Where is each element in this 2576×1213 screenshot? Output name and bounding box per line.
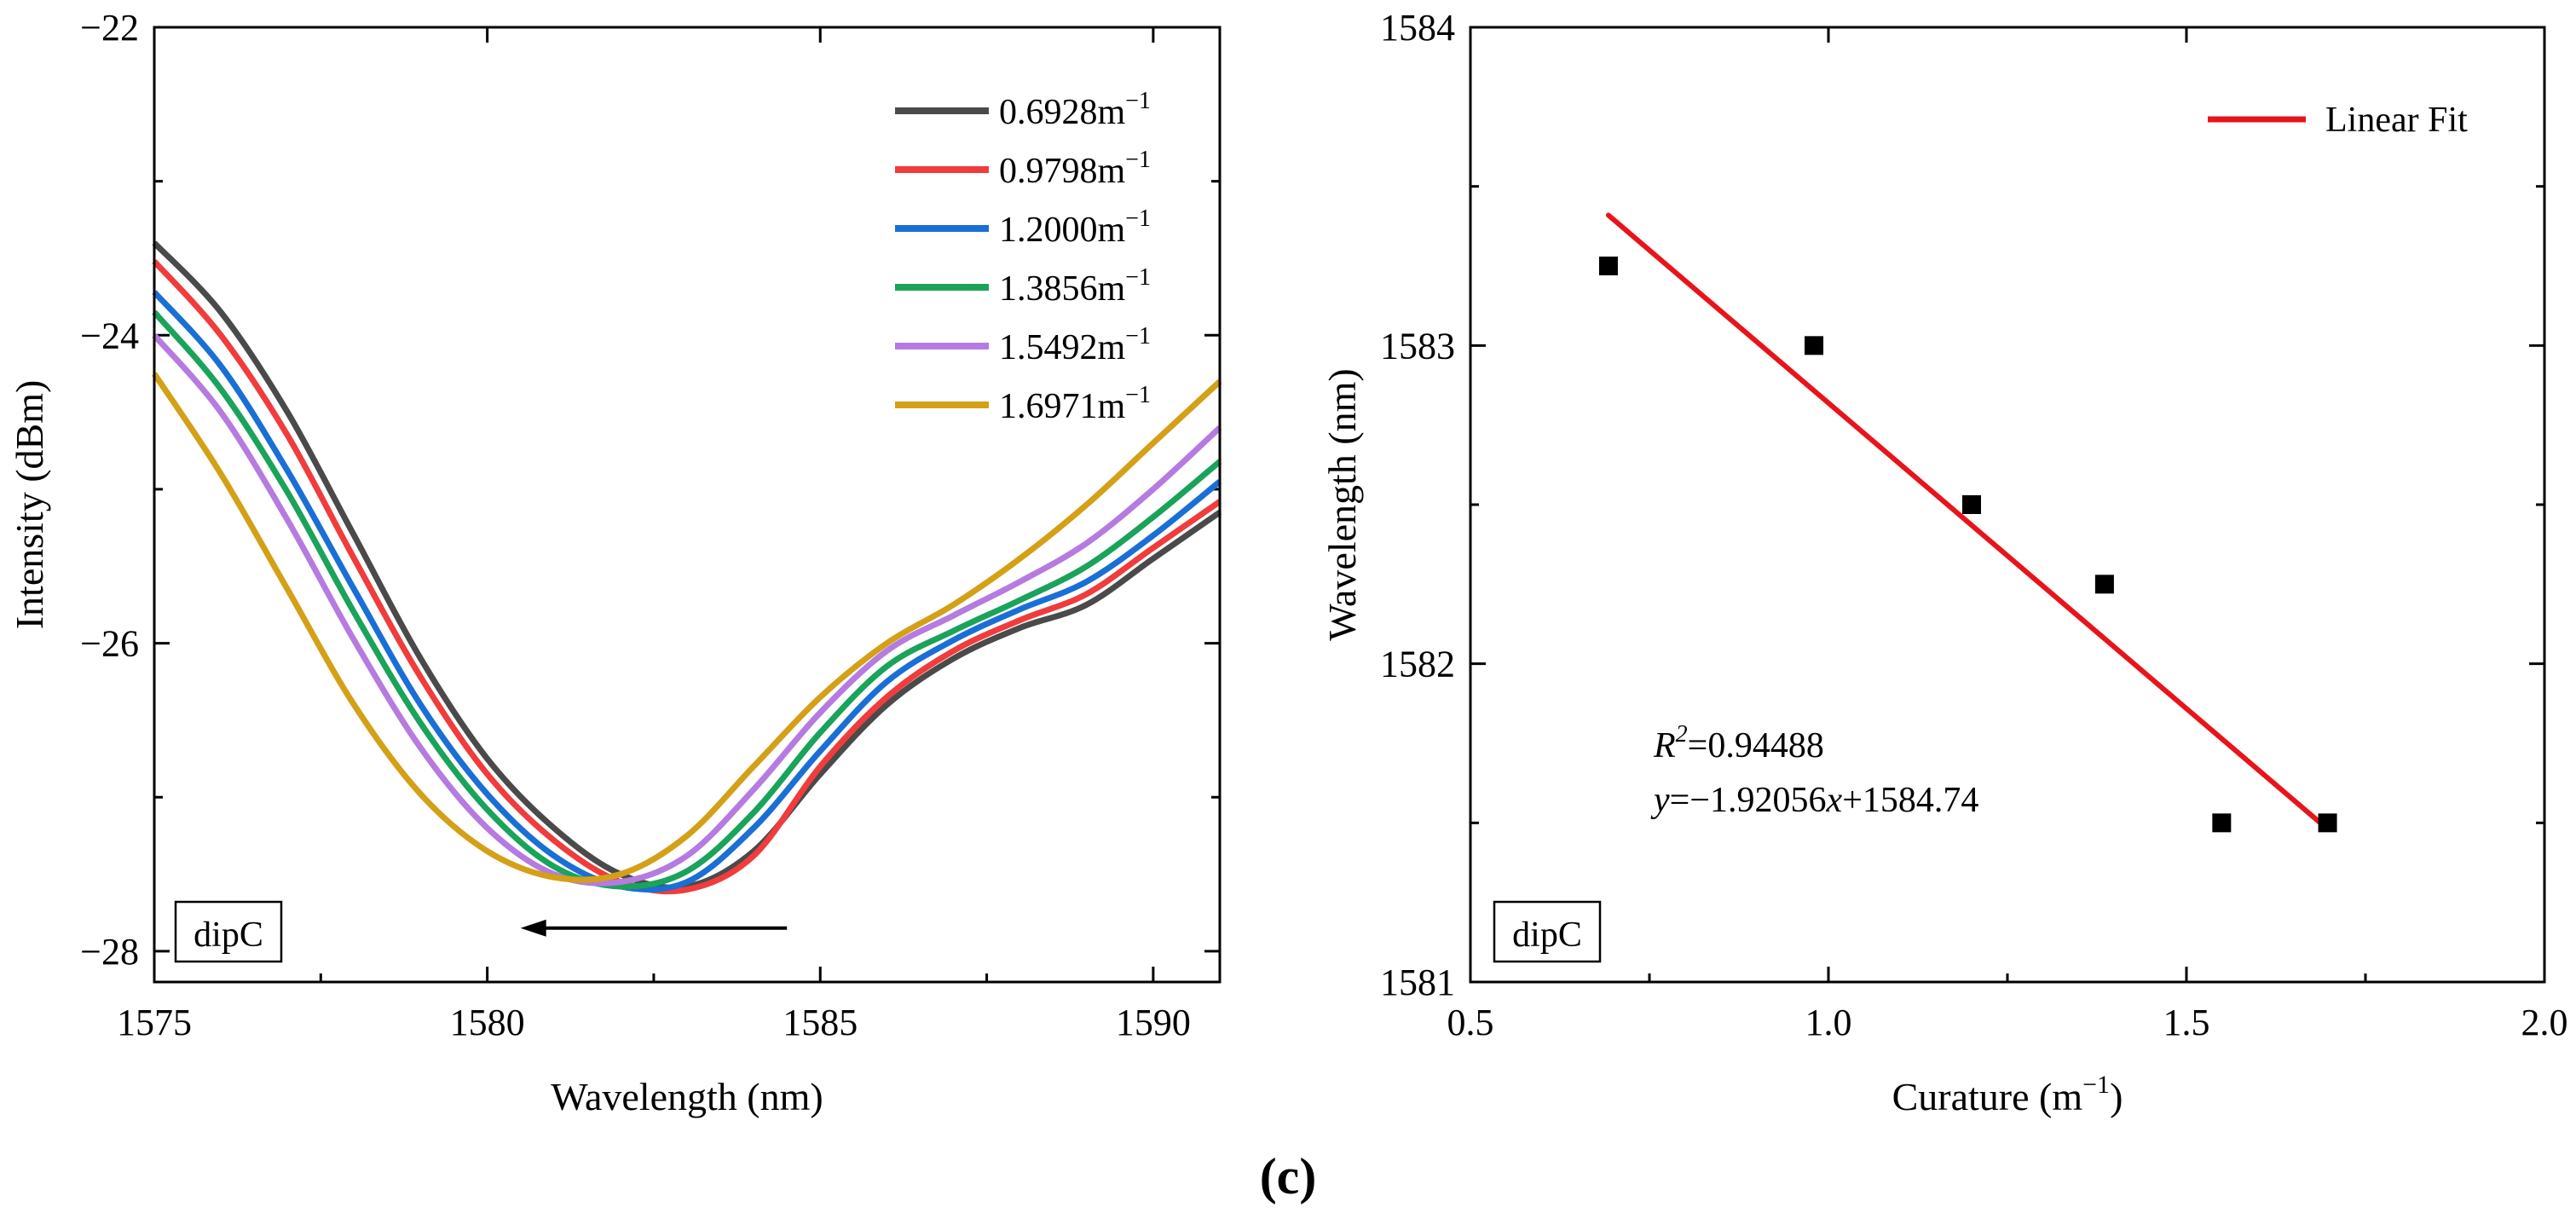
r2-symbol: R — [1653, 726, 1676, 765]
r-squared-text: R2=0.94488 — [1653, 721, 1824, 765]
arrow-head — [520, 919, 546, 937]
data-point-2 — [1805, 336, 1824, 355]
legend-label-main: 0.9798m — [999, 152, 1126, 191]
legend-label-main: 1.5492m — [999, 328, 1126, 367]
data-point-6 — [2318, 813, 2337, 833]
right-x-label-main: Curature (m — [1892, 1075, 2083, 1118]
legend-label-sup: −1 — [1125, 323, 1151, 349]
legend-label-6: 1.6971m−1 — [999, 382, 1151, 426]
right-x-tick-label: 2.0 — [2521, 1002, 2568, 1043]
right-x-tick-label: 0.5 — [1447, 1002, 1494, 1043]
data-point-5 — [2212, 813, 2232, 833]
shift-arrow — [520, 919, 788, 937]
left-y-tick-label: −26 — [80, 623, 139, 665]
legend-label-main: 1.6971m — [999, 387, 1126, 426]
legend-label-sup: −1 — [1125, 147, 1151, 173]
right-x-tick-label: 1.0 — [1805, 1002, 1852, 1043]
eq-mid: =−1.92056 — [1670, 781, 1827, 820]
right-plot-frame — [1469, 26, 2546, 984]
series-line-6 — [152, 372, 1222, 883]
right-dipc-box-frame — [1493, 900, 1602, 963]
legend-label-4: 1.3856m−1 — [999, 264, 1151, 309]
right-x-label-end: ) — [2110, 1075, 2123, 1118]
legend-label-sup: −1 — [1125, 88, 1151, 114]
left-x-tick-label: 1585 — [783, 1002, 858, 1043]
legend-label-1: 0.6928m−1 — [999, 88, 1151, 132]
right-y-tick-label: 1581 — [1380, 962, 1455, 1003]
legend-label-main: 0.6928m — [999, 93, 1126, 132]
fit-equation-text: y=−1.92056x+1584.74 — [1650, 781, 1978, 820]
data-point-1 — [1598, 257, 1618, 275]
right-y-axis-label: Wavelength (nm) — [1320, 368, 1364, 640]
left-y-axis-label: Intensity (dBm) — [8, 380, 51, 630]
legend-label-sup: −1 — [1125, 382, 1151, 408]
left-x-tick-label: 1575 — [117, 1002, 192, 1043]
right-x-tick-label: 1.5 — [2163, 1002, 2210, 1043]
left-dipc-box: dipC — [174, 900, 283, 963]
left-y-tick-label: −24 — [80, 315, 139, 356]
left-chart-intensity-vs-wavelength: 1575 1580 1585 1590−28−26−24−22 0.6928m−10.… — [8, 7, 1222, 1118]
legend-label-main: 1.3856m — [999, 269, 1126, 309]
series-line-2 — [152, 259, 1222, 895]
legend-label-2: 0.9798m−1 — [999, 147, 1151, 191]
legend-label-5: 1.5492m−1 — [999, 323, 1151, 367]
series-line-4 — [152, 309, 1222, 890]
left-plot-frame — [153, 26, 1222, 984]
right-dipc-box: dipC — [1493, 900, 1602, 963]
right-y-tick-label: 1583 — [1380, 325, 1455, 367]
fit-annotation: R2=0.94488 y=−1.92056x+1584.74 — [1650, 721, 1978, 820]
linear-fit-line — [1605, 212, 2331, 832]
eq-x: x — [1826, 781, 1843, 820]
left-legend: 0.6928m−10.9798m−11.2000m−11.3856m−11.54… — [895, 88, 1151, 426]
series-line-5 — [152, 333, 1222, 887]
right-x-label-sup: −1 — [2082, 1071, 2110, 1099]
right-legend-label: Linear Fit — [2325, 101, 2468, 140]
right-legend: Linear Fit — [2208, 101, 2468, 140]
legend-label-3: 1.2000m−1 — [999, 205, 1151, 250]
left-x-tick-label: 1590 — [1116, 1002, 1191, 1043]
right-y-tick-label: 1584 — [1380, 7, 1455, 49]
data-point-3 — [1962, 495, 1981, 514]
right-y-tick-label: 1582 — [1380, 644, 1455, 685]
legend-label-sup: −1 — [1125, 264, 1151, 291]
data-point-4 — [2094, 575, 2114, 594]
legend-label-main: 1.2000m — [999, 211, 1126, 250]
series-line-3 — [152, 290, 1222, 893]
right-x-axis-label: Curature (m−1) — [1892, 1071, 2123, 1118]
legend-label-sup: −1 — [1125, 205, 1151, 232]
figure-caption: (c) — [1260, 1148, 1317, 1204]
r2-sup: 2 — [1676, 721, 1688, 748]
left-y-tick-label: −22 — [80, 7, 139, 49]
left-dipc-box-frame — [174, 900, 283, 963]
r2-value: =0.94488 — [1688, 726, 1824, 765]
left-dipc-label: dipC — [193, 916, 263, 955]
right-dipc-label: dipC — [1512, 916, 1582, 955]
left-x-axis-label: Wavelength (nm) — [551, 1075, 823, 1118]
left-x-tick-label: 1580 — [450, 1002, 525, 1043]
eq-end: +1584.74 — [1842, 781, 1978, 820]
left-y-tick-label: −28 — [80, 931, 139, 973]
eq-y: y — [1650, 781, 1670, 820]
